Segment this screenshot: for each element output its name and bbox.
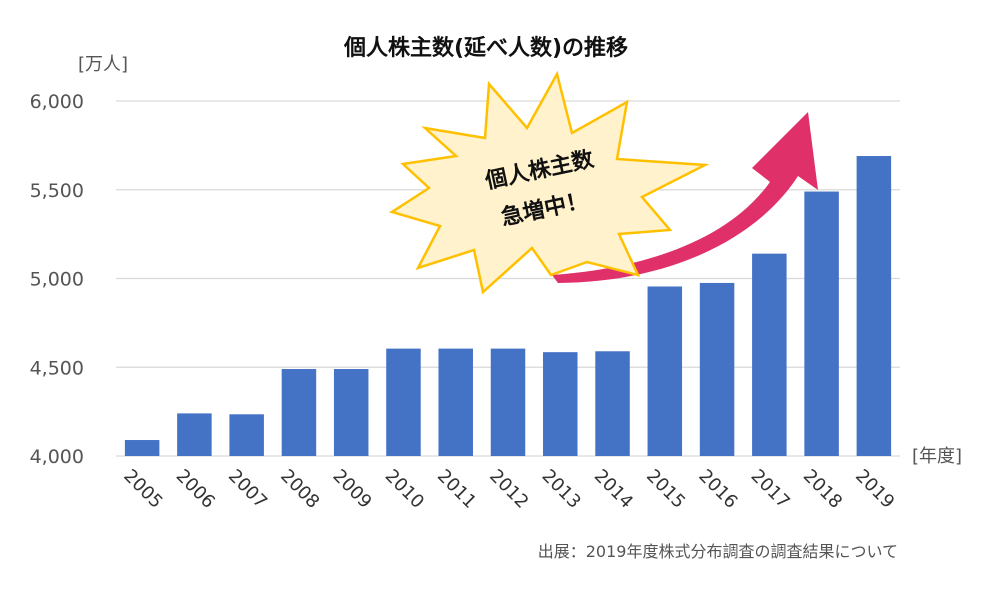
bar-2012 bbox=[490, 348, 526, 456]
x-tick-label: 2014 bbox=[590, 465, 637, 512]
bar-2019 bbox=[856, 156, 892, 456]
y-tick-label: 4,000 bbox=[30, 446, 84, 468]
x-tick-label: 2017 bbox=[747, 465, 794, 512]
bar-2007 bbox=[229, 414, 264, 456]
bar-2016 bbox=[699, 282, 735, 456]
bar-2010 bbox=[386, 348, 421, 456]
x-tick-label: 2009 bbox=[328, 465, 375, 512]
bar-2014 bbox=[595, 351, 630, 456]
chart-title: 個人株主数(延べ人数)の推移 bbox=[343, 35, 628, 61]
x-tick-label: 2019 bbox=[851, 465, 898, 512]
bar-2009 bbox=[333, 369, 369, 456]
y-axis-unit: [万人] bbox=[78, 54, 128, 75]
x-tick-label: 2016 bbox=[694, 465, 741, 512]
source-note: 出展：2019年度株式分布調査の調査結果について bbox=[538, 542, 898, 561]
rising-arrow bbox=[552, 112, 818, 283]
bar-2005 bbox=[124, 440, 160, 456]
bar-2018 bbox=[804, 191, 839, 456]
y-tick-labels: 4,000 4,500 5,000 5,500 6,000 bbox=[30, 91, 84, 468]
x-tick-labels: 2005 2006 2007 2008 2009 2010 2011 2012 2013 2014… bbox=[119, 465, 898, 512]
bar-2015 bbox=[647, 286, 683, 456]
x-tick-label: 2010 bbox=[381, 465, 428, 512]
x-tick-label: 2007 bbox=[224, 465, 271, 512]
bar-2011 bbox=[438, 348, 473, 456]
arrow-shape bbox=[552, 112, 818, 283]
bar-2006 bbox=[177, 413, 212, 456]
x-tick-label: 2008 bbox=[276, 465, 323, 512]
x-tick-label: 2006 bbox=[172, 465, 219, 512]
x-axis-unit: [年度] bbox=[912, 446, 962, 467]
y-tick-label: 6,000 bbox=[30, 91, 84, 113]
y-tick-label: 4,500 bbox=[30, 357, 84, 379]
x-tick-label: 2005 bbox=[119, 465, 166, 512]
x-tick-label: 2018 bbox=[799, 465, 846, 512]
bar-2008 bbox=[281, 369, 317, 456]
x-tick-label: 2015 bbox=[642, 465, 689, 512]
burst-shape bbox=[389, 70, 710, 295]
y-tick-label: 5,500 bbox=[30, 180, 84, 202]
bars bbox=[124, 156, 892, 456]
x-tick-label: 2011 bbox=[433, 465, 480, 512]
callout-burst: 個人株主数 急増中！ bbox=[389, 70, 710, 295]
y-tick-label: 5,000 bbox=[30, 269, 84, 291]
x-tick-label: 2012 bbox=[485, 465, 532, 512]
bar-2017 bbox=[752, 253, 787, 456]
bar-2013 bbox=[543, 352, 578, 456]
x-tick-label: 2013 bbox=[538, 465, 585, 512]
